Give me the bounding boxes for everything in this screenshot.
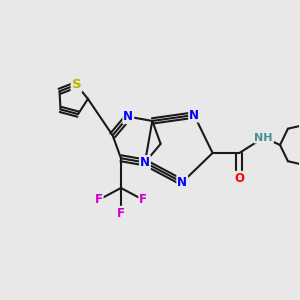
Text: N: N (177, 176, 187, 189)
Text: F: F (117, 207, 125, 220)
Text: O: O (234, 172, 244, 185)
Text: F: F (95, 194, 103, 206)
Text: NH: NH (254, 133, 273, 142)
Text: N: N (189, 109, 199, 122)
Text: F: F (139, 194, 147, 206)
Text: S: S (72, 78, 81, 91)
Text: N: N (123, 110, 133, 123)
Text: N: N (140, 156, 150, 169)
